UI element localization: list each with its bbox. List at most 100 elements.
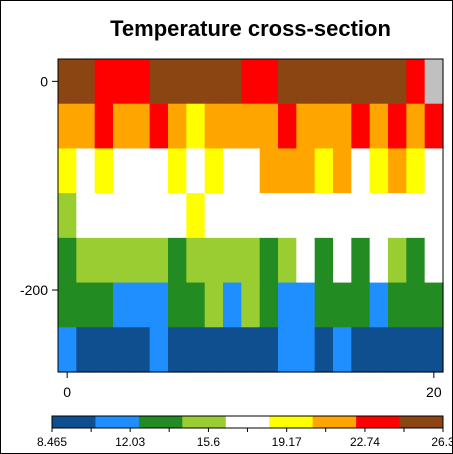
heatmap-cell [424, 59, 444, 105]
heatmap-cell [223, 282, 242, 328]
heatmap-cell [369, 193, 389, 239]
heatmap-cell [76, 237, 96, 284]
heatmap-cell [113, 327, 132, 373]
heatmap-cell [186, 327, 206, 373]
heatmap-cell [424, 148, 444, 194]
y-tick-label: -200 [20, 282, 48, 298]
heatmap-cell [113, 148, 132, 194]
heatmap-cell [94, 282, 114, 328]
heatmap-cell [259, 282, 279, 328]
heatmap-cell [94, 103, 114, 150]
heatmap-cell [58, 103, 77, 150]
heatmap-cell [259, 327, 279, 373]
heatmap-cell [204, 327, 224, 373]
colorbar-label: 26.3 [431, 435, 453, 449]
heatmap-cell [113, 193, 132, 239]
heatmap-cell [424, 193, 444, 239]
heatmap-cell [296, 237, 316, 284]
heatmap-cell [186, 103, 206, 150]
colorbar-label: 8.465 [37, 435, 67, 449]
heatmap-cell [223, 103, 242, 150]
heatmap-cell [314, 282, 334, 328]
heatmap-cell [388, 148, 407, 194]
heatmap-cell [186, 193, 206, 239]
heatmap-cell [76, 193, 96, 239]
heatmap-cell [351, 193, 371, 239]
heatmap-cell [113, 103, 132, 150]
heatmap-cell [76, 59, 96, 105]
heatmap-cell [94, 327, 114, 373]
heatmap-cell [278, 237, 297, 284]
heatmap-cell [149, 237, 169, 284]
heatmap-cell [223, 193, 242, 239]
heatmap-cell [94, 148, 114, 194]
heatmap-cell [131, 282, 151, 328]
colorbar-swatch [312, 416, 357, 428]
heatmap-cell [168, 282, 187, 328]
heatmap-cell [58, 282, 77, 328]
heatmap-cell [351, 148, 371, 194]
heatmap-cell [278, 193, 297, 239]
colorbar-swatch [182, 416, 227, 428]
heatmap-cell [314, 237, 334, 284]
heatmap-cell [314, 103, 334, 150]
heatmap-cell [204, 193, 224, 239]
heatmap-cell [351, 59, 371, 105]
heatmap-cell [58, 237, 77, 284]
heatmap-cell [296, 148, 316, 194]
heatmap-cell [369, 59, 389, 105]
heatmap-cell [388, 59, 407, 105]
heatmap-cell [259, 59, 279, 105]
heatmap-cell [223, 148, 242, 194]
heatmap-cell [388, 327, 407, 373]
heatmap-cell [278, 327, 297, 373]
heatmap-cell [424, 327, 444, 373]
heatmap-cell [58, 148, 77, 194]
heatmap-cell [333, 193, 352, 239]
heatmap-cell [406, 237, 426, 284]
heatmap-cell [58, 327, 77, 373]
heatmap-cell [314, 193, 334, 239]
colorbar-swatch [138, 416, 183, 428]
heatmap-cell [204, 282, 224, 328]
heatmap-cell [351, 103, 371, 150]
heatmap-cell [168, 148, 187, 194]
heatmap-cell [94, 59, 114, 105]
heatmap-cell [149, 148, 169, 194]
heatmap-cell [94, 193, 114, 239]
heatmap-cell [296, 59, 316, 105]
colorbar-label: 12.03 [115, 435, 145, 449]
plot-border [57, 58, 444, 373]
heatmap-cell [424, 237, 444, 284]
heatmap-cell [259, 193, 279, 239]
heatmap-cell [369, 327, 389, 373]
colorbar-swatch [356, 416, 400, 428]
heatmap-cell [186, 282, 206, 328]
heatmap-cell [388, 282, 407, 328]
colorbar-swatch [399, 416, 444, 428]
heatmap-cell [241, 103, 261, 150]
heatmap-cell [131, 148, 151, 194]
colorbar-label: 22.74 [350, 435, 380, 449]
colorbar-swatch [225, 416, 270, 428]
heatmap-cell [241, 282, 261, 328]
heatmap-cell [113, 237, 132, 284]
heatmap-cell [149, 103, 169, 150]
colorbar-swatch [95, 416, 140, 428]
colorbar-swatch [269, 416, 314, 428]
heatmap-cell [296, 193, 316, 239]
heatmap-cell [241, 193, 261, 239]
x-tick-label: 20 [426, 384, 442, 400]
heatmap-cell [149, 327, 169, 373]
heatmap-cell [168, 103, 187, 150]
heatmap-cell [296, 282, 316, 328]
heatmap-cell [223, 59, 242, 105]
y-tick-label: 0 [40, 73, 48, 89]
heatmap-cell [296, 327, 316, 373]
heatmap-cell [168, 237, 187, 284]
heatmap-cell [58, 193, 77, 239]
heatmap-cell [333, 237, 352, 284]
colorbar-swatch [52, 416, 96, 428]
heatmap-cell [149, 282, 169, 328]
